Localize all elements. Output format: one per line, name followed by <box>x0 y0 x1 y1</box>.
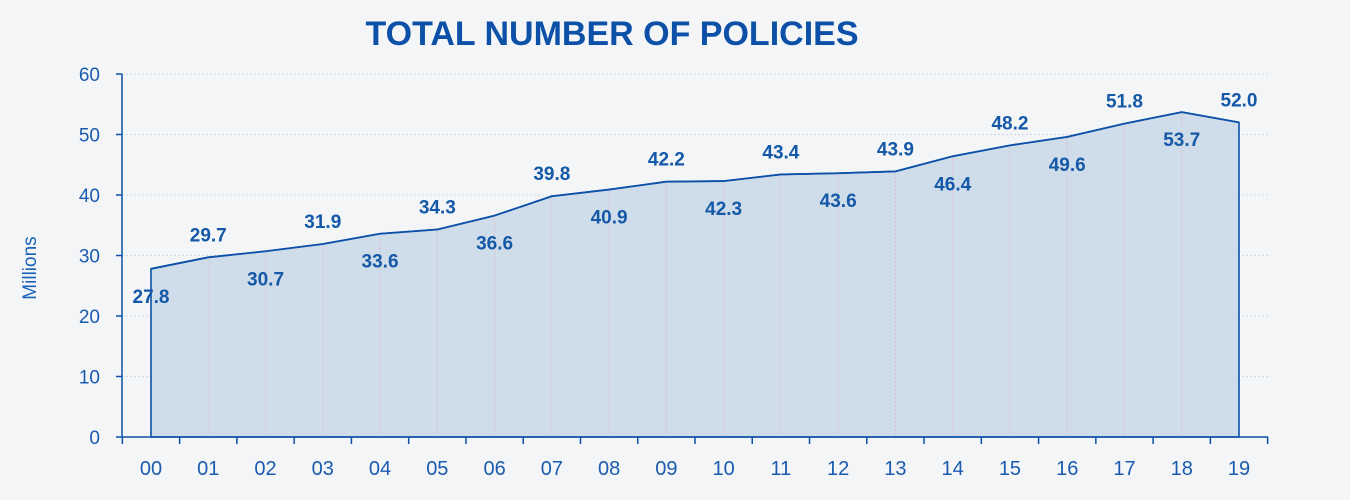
y-tick-label: 0 <box>89 428 100 449</box>
x-tick-label: 11 <box>771 458 792 480</box>
axes: 0 10 20 30 40 50 60 00 01 02 03 04 05 06 07 08 09 10 11 12 1… <box>79 65 1269 480</box>
x-tick-label: 00 <box>140 458 162 480</box>
data-label: 31.9 <box>304 212 341 233</box>
x-tick-label: 09 <box>655 458 677 480</box>
x-tick-label: 12 <box>827 458 849 480</box>
data-label: 33.6 <box>362 252 399 273</box>
data-label: 40.9 <box>591 208 628 229</box>
y-tick-label: 40 <box>79 186 100 207</box>
data-label: 27.8 <box>133 287 170 308</box>
x-tick-label: 14 <box>942 458 964 480</box>
data-labels: 27.8 29.7 30.7 31.9 33.6 34.3 36.6 39.8 40.9 42.2… <box>133 90 1258 307</box>
data-label: 49.6 <box>1049 155 1086 176</box>
data-label: 43.4 <box>762 142 799 163</box>
data-label: 29.7 <box>190 225 227 246</box>
y-tick-label: 20 <box>79 307 100 328</box>
x-tick-label: 01 <box>197 458 219 480</box>
x-tick-label: 16 <box>1056 458 1078 480</box>
data-label: 43.6 <box>820 191 857 212</box>
data-label: 36.6 <box>476 234 513 255</box>
x-tick-label: 07 <box>541 458 563 480</box>
x-tick-label: 05 <box>426 458 448 480</box>
area-series <box>150 111 1240 438</box>
data-label: 48.2 <box>991 113 1028 134</box>
y-tick-label: 30 <box>79 247 100 268</box>
data-label: 43.9 <box>877 139 914 160</box>
x-tick-label: 18 <box>1171 458 1193 480</box>
x-tick-label: 03 <box>312 458 334 480</box>
data-label: 30.7 <box>247 269 284 290</box>
data-label: 39.8 <box>533 164 570 185</box>
x-tick-label: 10 <box>713 458 735 480</box>
y-axis-label: Millions <box>20 236 41 299</box>
x-tick-label: 08 <box>598 458 620 480</box>
x-tick-label: 04 <box>369 458 391 480</box>
data-label: 52.0 <box>1221 90 1258 111</box>
x-tick-label: 02 <box>254 458 276 480</box>
x-tick-label: 15 <box>999 458 1021 480</box>
data-label: 34.3 <box>419 197 456 218</box>
data-label: 46.4 <box>934 174 971 195</box>
x-tick-label: 17 <box>1113 458 1135 480</box>
data-label: 42.2 <box>648 150 685 171</box>
series-line <box>150 111 1240 270</box>
x-tick-label: 13 <box>884 458 906 480</box>
data-label: 42.3 <box>705 199 742 220</box>
y-tick-label: 10 <box>79 368 100 389</box>
chart-title: TOTAL NUMBER OF POLICIES <box>365 15 858 53</box>
y-tick-label: 50 <box>79 126 100 147</box>
data-label: 53.7 <box>1163 130 1200 151</box>
x-tick-label: 19 <box>1228 458 1250 480</box>
x-tick-label: 06 <box>483 458 505 480</box>
y-tick-label: 60 <box>79 65 100 86</box>
data-label: 51.8 <box>1106 92 1143 113</box>
